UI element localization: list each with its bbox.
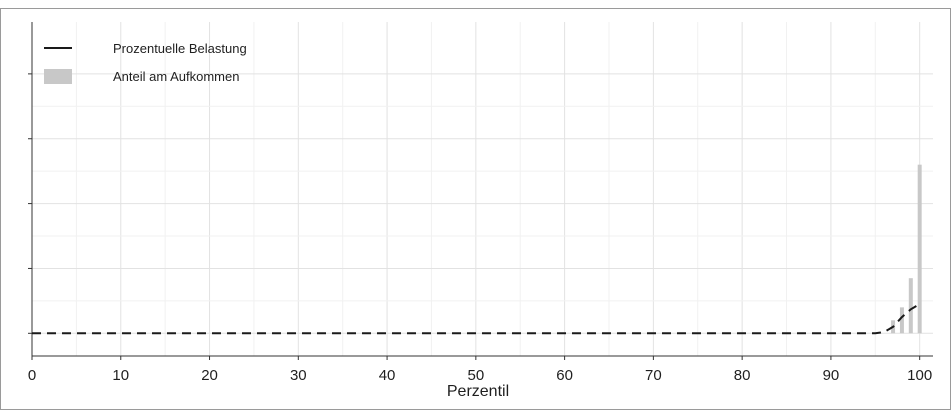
x-tick-label: 70 xyxy=(645,367,662,384)
series-line-prozentuelle-belastung xyxy=(32,303,921,335)
x-tick-label: 80 xyxy=(734,367,751,384)
x-axis-label: Perzentil xyxy=(447,383,509,400)
grid xyxy=(31,22,933,356)
bar xyxy=(917,164,922,334)
x-tick-label: 10 xyxy=(112,367,129,384)
x-tick-label: 40 xyxy=(379,367,396,384)
tick-labels: 0 10 20 30 40 50 60 70 80 90 100 xyxy=(28,367,932,384)
x-tick-label: 60 xyxy=(556,367,573,384)
x-tick-label: 90 xyxy=(823,367,840,384)
legend-label-anteil-am-aufkommen: Anteil am Aufkommen xyxy=(113,69,239,84)
x-tick-label: 100 xyxy=(907,367,932,384)
legend-label-prozentuelle-belastung: Prozentuelle Belastung xyxy=(113,41,247,56)
x-tick-label: 0 xyxy=(28,367,36,384)
bar xyxy=(899,307,904,334)
x-tick-label: 50 xyxy=(467,367,484,384)
x-tick-label: 20 xyxy=(201,367,218,384)
x-tick-label: 30 xyxy=(290,367,307,384)
legend: Prozentuelle Belastung Anteil am Aufkomm… xyxy=(44,41,247,84)
line-series xyxy=(32,303,921,335)
legend-bar-swatch xyxy=(44,69,72,84)
axes xyxy=(28,22,933,360)
bar xyxy=(908,278,913,334)
